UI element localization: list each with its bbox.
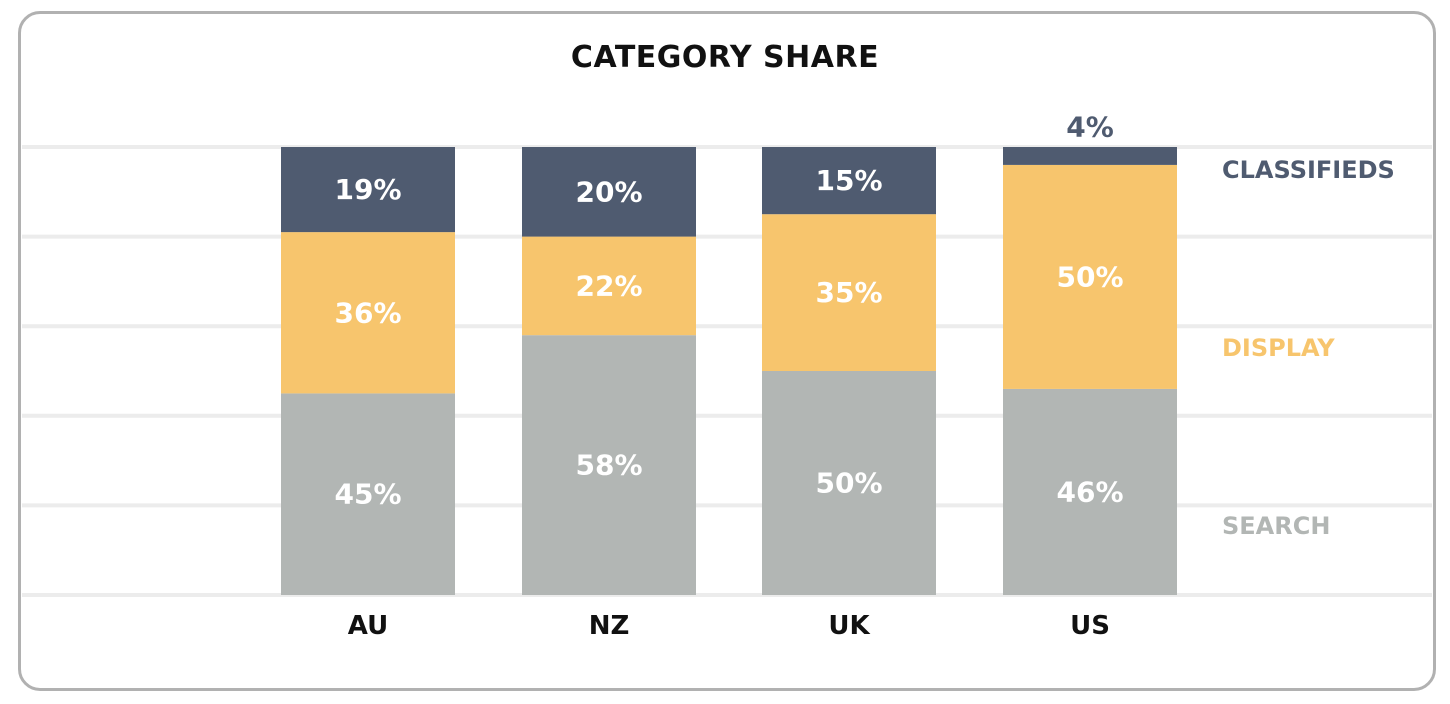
legend-entry-classifieds: CLASSIFIEDS — [1222, 156, 1395, 184]
bars — [281, 147, 1177, 595]
bar-classifieds-au — [281, 147, 455, 233]
data-label-search-us: 46% — [1056, 475, 1123, 508]
legend: SEARCH DISPLAY CLASSIFIEDS — [1222, 156, 1395, 540]
data-label-display-au: 36% — [334, 296, 401, 329]
category-label-nz: NZ — [589, 611, 630, 641]
bar-classifieds-uk — [762, 147, 936, 215]
data-label-display-us: 50% — [1056, 260, 1123, 293]
data-label-classifieds-us: 4% — [1066, 111, 1114, 144]
category-label-us: US — [1070, 611, 1110, 641]
bar-display-nz — [522, 236, 696, 336]
chart-title: CATEGORY SHARE — [570, 40, 880, 75]
chart-frame — [18, 11, 1436, 691]
bar-search-au — [281, 393, 455, 595]
data-label-search-au: 45% — [334, 478, 401, 511]
data-label-display-nz: 22% — [575, 269, 642, 302]
bar-search-nz — [522, 335, 696, 595]
bar-classifieds-us — [1003, 147, 1177, 165]
bar-search-us — [1003, 388, 1177, 595]
legend-entry-search: SEARCH — [1222, 512, 1330, 540]
data-label-classifieds-nz: 20% — [575, 175, 642, 208]
bar-display-us — [1003, 164, 1177, 389]
data-labels: 45% 36% 19% 58% 22% 20% 50% 35% 15% 46% 50% 4% — [334, 111, 1123, 511]
legend-entry-display: DISPLAY — [1222, 334, 1335, 362]
bar-display-uk — [762, 214, 936, 371]
category-labels: AU NZ UK US — [348, 611, 1110, 641]
data-label-display-uk: 35% — [815, 276, 882, 309]
gridlines — [22, 145, 1432, 597]
category-label-uk: UK — [828, 611, 870, 641]
data-label-search-uk: 50% — [815, 467, 882, 500]
category-label-au: AU — [348, 611, 388, 641]
data-label-classifieds-au: 19% — [334, 173, 401, 206]
data-label-search-nz: 58% — [575, 449, 642, 482]
data-label-classifieds-uk: 15% — [815, 164, 882, 197]
bar-classifieds-nz — [522, 147, 696, 237]
bar-search-uk — [762, 371, 936, 595]
bar-display-au — [281, 232, 455, 394]
